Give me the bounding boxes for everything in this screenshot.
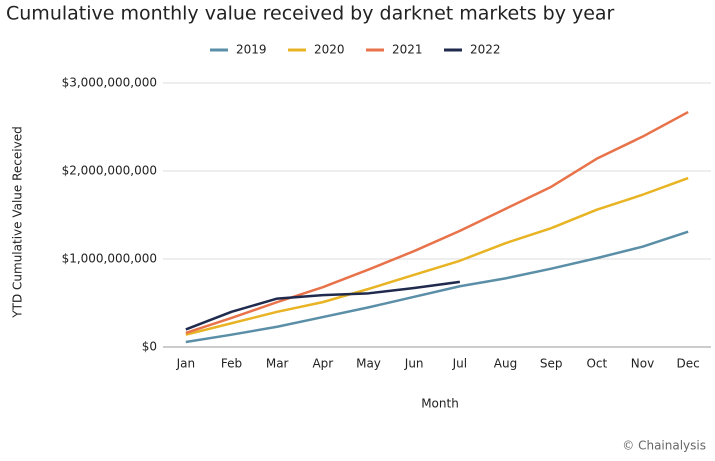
x-tick-label: Jan [176,357,196,371]
x-axis-label: Month [421,397,459,411]
legend-label: 2020 [314,43,345,57]
line-series [185,110,689,335]
legend-label: 2019 [236,43,267,57]
x-tick-label: Jun [404,357,424,371]
chart-title: Cumulative monthly value received by dar… [6,3,615,25]
line-series [185,230,689,344]
y-axis-label: YTD Cumulative Value Received [11,126,25,318]
y-tick-label: $0 [142,340,157,354]
y-tick-label: $2,000,000,000 [62,164,157,178]
x-tick-label: Sep [540,357,563,371]
legend-label: 2021 [392,43,423,57]
x-tick-label: Nov [631,357,654,371]
x-tick-label: May [356,357,381,371]
y-tick-label: $3,000,000,000 [62,76,157,90]
x-tick-label: Aug [494,357,517,371]
legend-label: 2022 [470,43,501,57]
y-tick-label: $1,000,000,000 [62,252,157,266]
source: © Chainalysis [622,439,706,453]
x-tick-label: Mar [266,357,289,371]
line-series [185,280,461,331]
x-tick-label: Oct [586,357,607,371]
line-series [185,176,689,336]
x-tick-label: Jul [452,357,467,371]
x-tick-label: Apr [312,357,333,371]
x-tick-label: Dec [677,357,700,371]
x-tick-label: Feb [221,357,242,371]
